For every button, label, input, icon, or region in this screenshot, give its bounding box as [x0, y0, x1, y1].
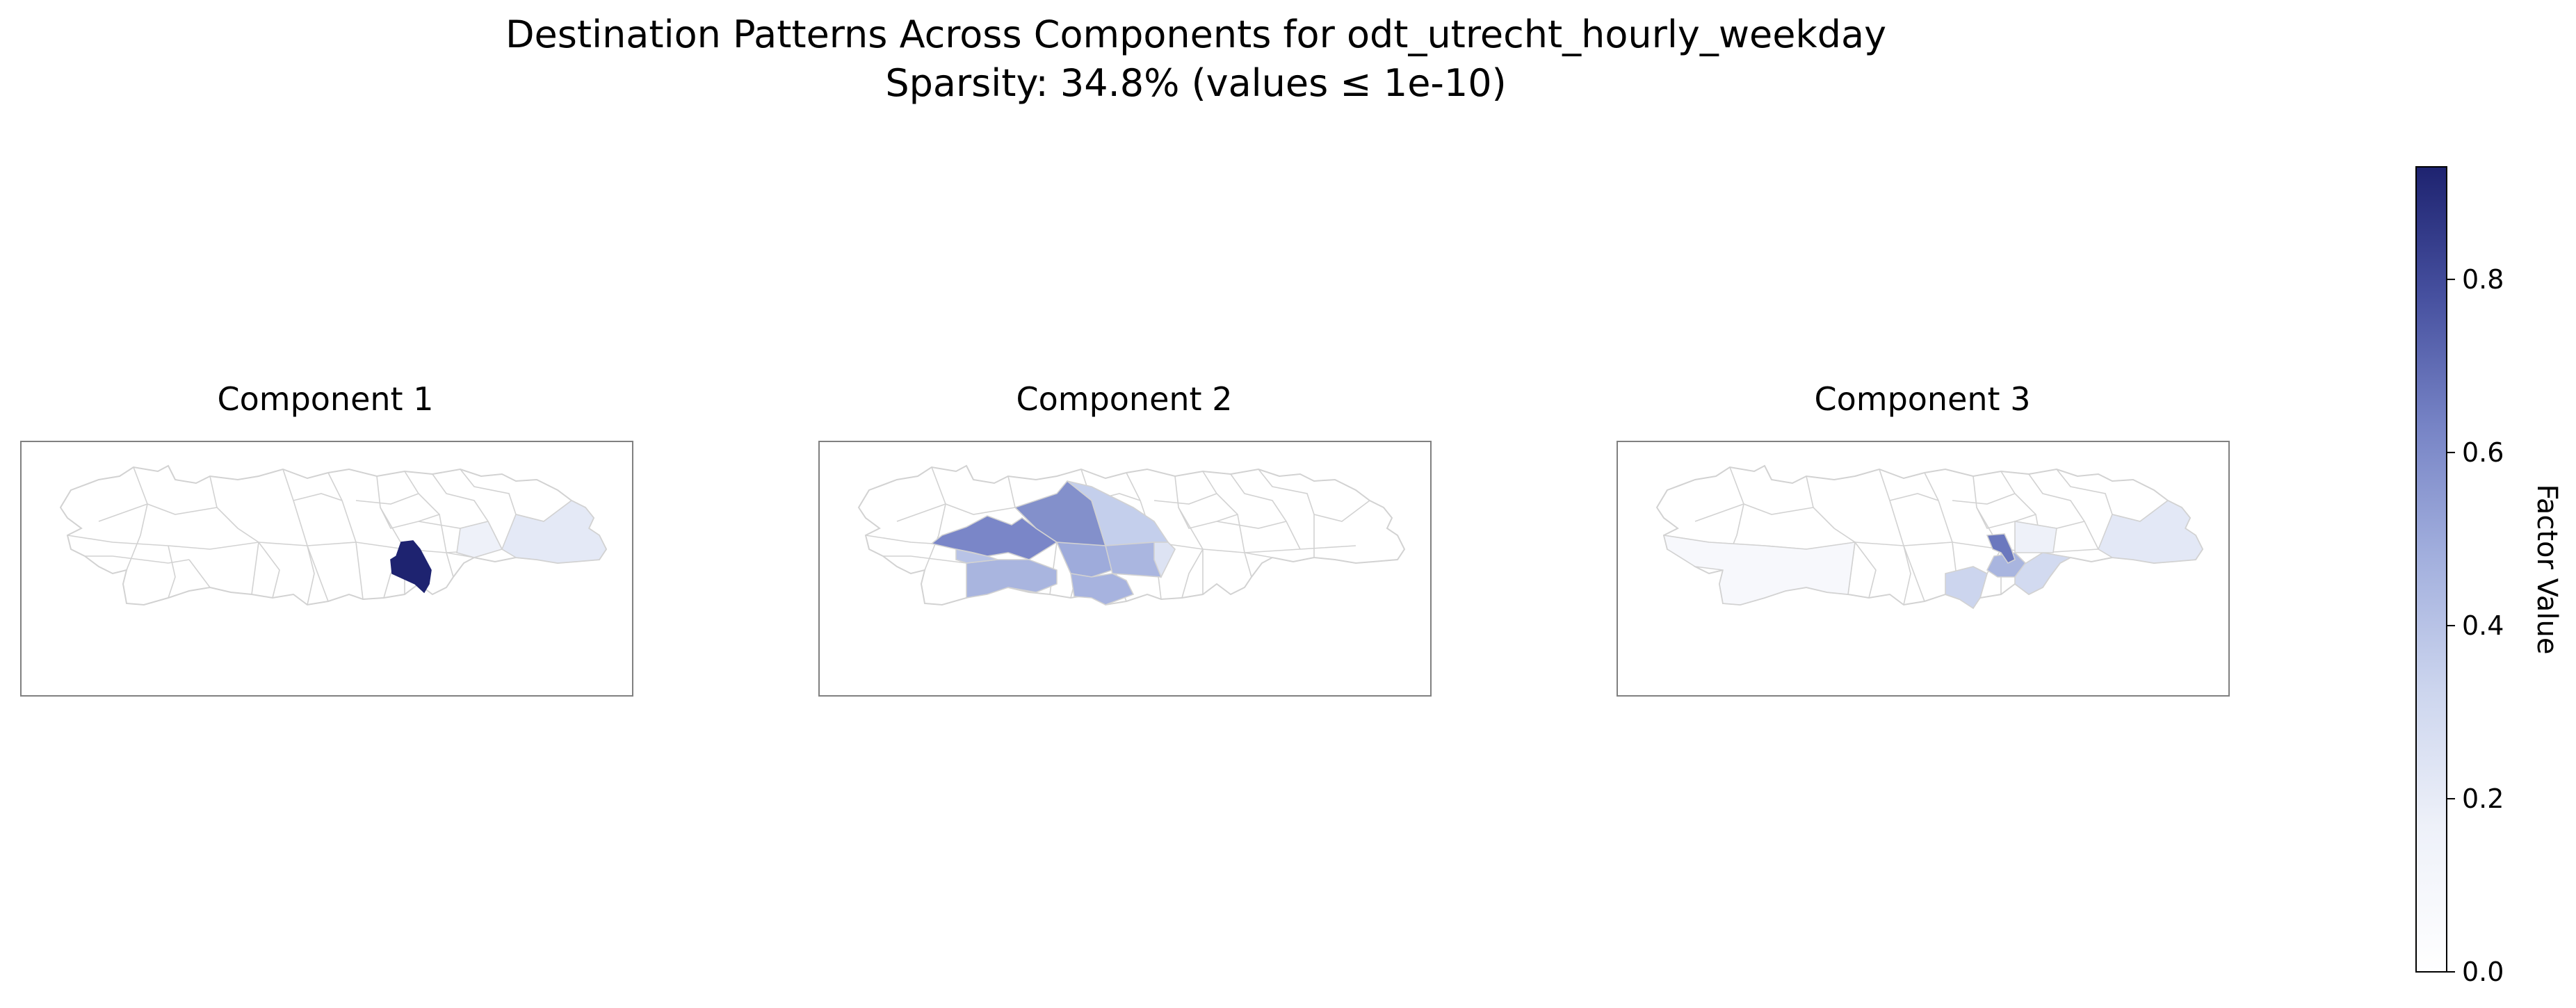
panel-component-3: Component 3 [1617, 380, 2230, 697]
figure-subtitle: Sparsity: 34.8% (values ≤ 1e-10) [885, 61, 1506, 105]
region-northeast [1067, 480, 1169, 546]
panel-component-2: Component 2 [818, 380, 1432, 697]
colorbar-label: Factor Value [2531, 485, 2563, 655]
region-center [1055, 542, 1113, 578]
region-east-inner-low [456, 521, 503, 558]
colorbar-tick-label: 0.6 [2462, 437, 2504, 468]
colorbar: 0.0 0.2 0.4 0.6 0.8 Factor Value [2415, 166, 2563, 987]
utrecht-district-map [858, 465, 1405, 605]
panel-component-1: Component 1 [20, 380, 633, 697]
panel-title-component-2: Component 2 [1016, 380, 1233, 418]
region-peak [390, 540, 432, 594]
region-south [1945, 566, 1988, 610]
panel-title-component-1: Component 1 [218, 380, 434, 418]
region-faint-west [1662, 535, 1856, 605]
region-light-north [2014, 521, 2057, 553]
utrecht-district-map [1656, 465, 2203, 610]
colorbar-ticks: 0.0 0.2 0.4 0.6 0.8 [2447, 264, 2504, 987]
colorbar-tick-label: 0.8 [2462, 264, 2504, 295]
region-peak [1986, 533, 2016, 564]
region-west-small [955, 548, 998, 564]
figure-title: Destination Patterns Across Components f… [505, 13, 1886, 56]
colorbar-gradient [2415, 166, 2447, 973]
colorbar-tick-label: 0.0 [2462, 957, 2504, 987]
panel-title-component-3: Component 3 [1815, 380, 2031, 418]
utrecht-district-map [60, 465, 607, 605]
region-east-low [501, 500, 607, 564]
colorbar-tick-label: 0.4 [2462, 610, 2504, 641]
region-southwest [966, 559, 1058, 599]
region-east-light [1153, 542, 1176, 578]
colorbar-tick-label: 0.2 [2462, 783, 2504, 814]
region-south-center [1070, 573, 1135, 605]
region-east-low [2098, 500, 2203, 564]
